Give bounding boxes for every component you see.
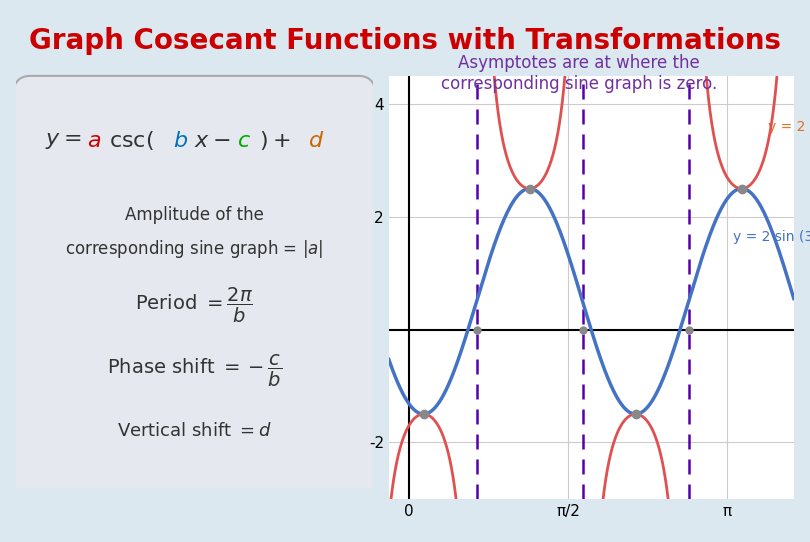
Text: $d$: $d$ (309, 131, 325, 151)
Text: Asymptotes are at where the
corresponding sine graph is zero.: Asymptotes are at where the correspondin… (441, 54, 718, 93)
Text: $x - $: $x - $ (194, 131, 231, 151)
Text: y = 2 csc(3x-2)+0.5: y = 2 csc(3x-2)+0.5 (769, 120, 810, 134)
Text: y = 2 sin (3x-2)+0.5: y = 2 sin (3x-2)+0.5 (733, 229, 810, 243)
Text: corresponding sine graph = $|a|$: corresponding sine graph = $|a|$ (65, 238, 324, 260)
Text: Vertical shift $= d$: Vertical shift $= d$ (117, 422, 272, 441)
Text: $\mathrm{csc}($: $\mathrm{csc}($ (109, 130, 154, 152)
Text: $a$: $a$ (87, 131, 101, 151)
Text: Graph Cosecant Functions with Transformations: Graph Cosecant Functions with Transforma… (29, 27, 781, 55)
Text: Period $= \dfrac{2\pi}{b}$: Period $= \dfrac{2\pi}{b}$ (135, 286, 254, 325)
FancyBboxPatch shape (13, 76, 376, 501)
Text: $y = $: $y = $ (45, 131, 81, 151)
Text: Amplitude of the: Amplitude of the (125, 205, 264, 224)
Text: $b$: $b$ (173, 131, 188, 151)
Text: $) + $: $) + $ (258, 130, 290, 152)
Text: $c$: $c$ (237, 131, 251, 151)
Text: Phase shift $= -\dfrac{c}{b}$: Phase shift $= -\dfrac{c}{b}$ (107, 353, 282, 389)
